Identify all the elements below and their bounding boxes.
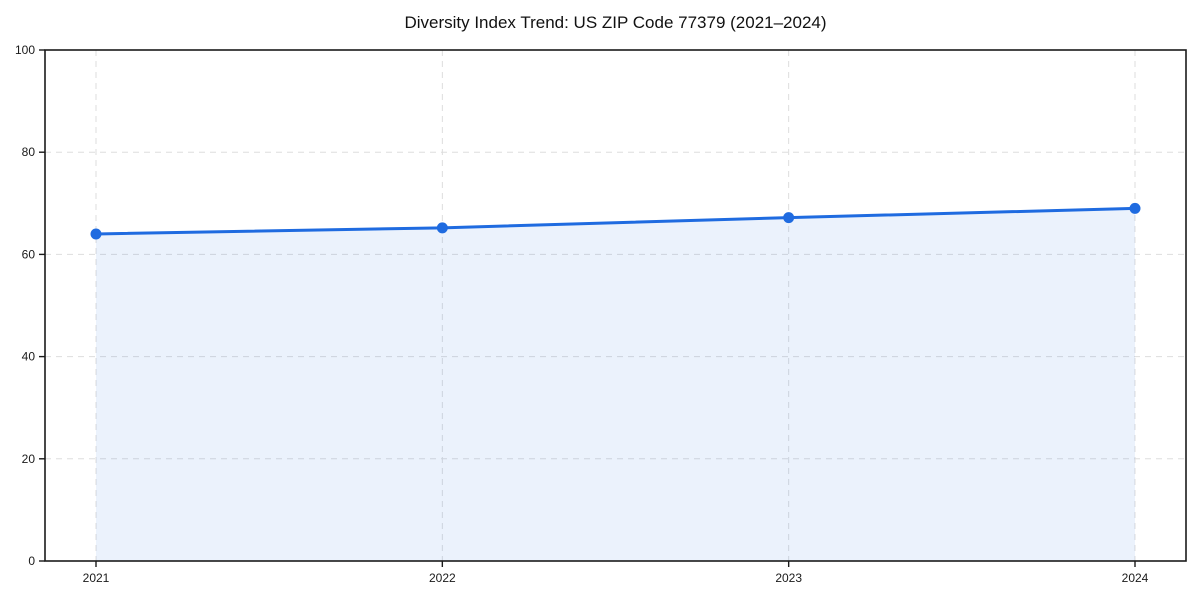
x-tick-label: 2024	[1122, 571, 1149, 585]
x-tick-label: 2023	[775, 571, 802, 585]
data-point	[783, 212, 795, 224]
area-fill	[96, 208, 1135, 561]
data-point	[436, 222, 448, 234]
y-tick-label: 100	[15, 43, 35, 57]
x-tick-label: 2022	[429, 571, 456, 585]
y-tick-label: 0	[28, 554, 35, 568]
y-tick-label: 20	[22, 452, 36, 466]
y-tick-label: 40	[22, 350, 36, 364]
data-point	[1129, 202, 1141, 214]
x-tick-label: 2021	[83, 571, 110, 585]
chart-title: Diversity Index Trend: US ZIP Code 77379…	[404, 13, 827, 32]
plot-border	[44, 49, 1187, 562]
trend-line	[94, 206, 1137, 236]
data-point	[90, 228, 102, 240]
y-tick-label: 80	[22, 145, 36, 159]
y-tick-label: 60	[22, 247, 36, 261]
